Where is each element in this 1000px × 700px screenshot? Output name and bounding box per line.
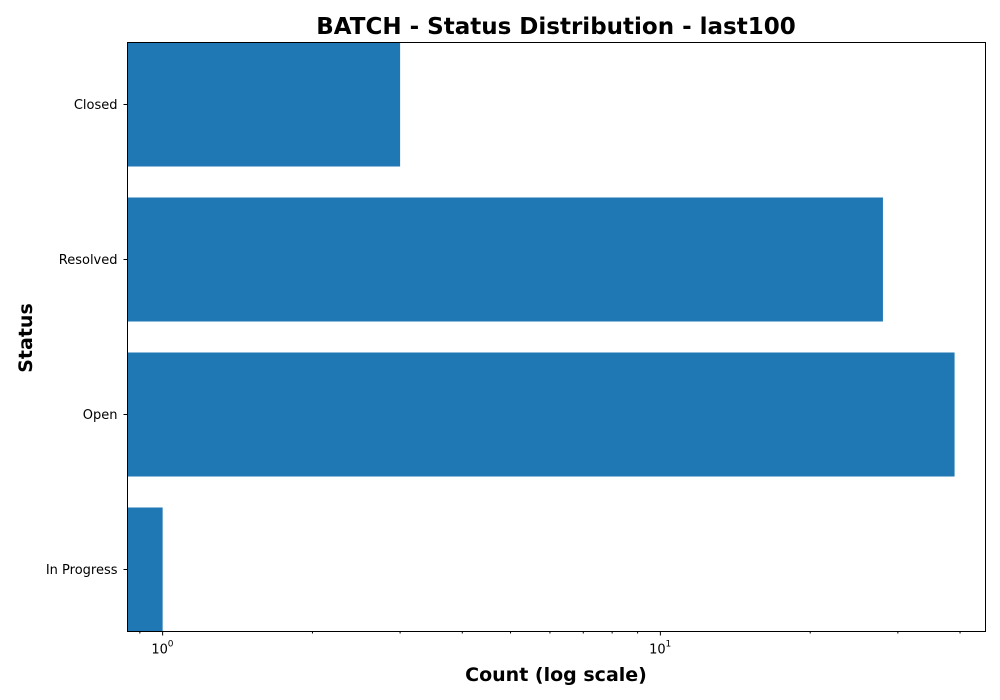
plot-frame — [127, 42, 986, 632]
y-axis-title: Status — [15, 303, 37, 373]
x-axis-title: Count (log scale) — [465, 664, 647, 686]
y-tick-label: In Progress — [46, 563, 118, 578]
x-tick-label-exponent: 0 — [168, 640, 174, 650]
bars-group — [127, 42, 955, 632]
bar-in-progress — [127, 507, 163, 632]
x-axis-ticks: 10 0 10 1 — [139, 631, 961, 658]
x-tick-label: 10 — [151, 643, 168, 658]
x-tick-label-exponent: 1 — [666, 640, 672, 650]
bar-open — [127, 352, 955, 477]
y-tick-label: Closed — [74, 98, 118, 113]
y-axis-ticks: In Progress Open Resolved Closed — [46, 98, 128, 578]
chart-title: BATCH - Status Distribution - last100 — [316, 14, 796, 40]
y-tick-label: Resolved — [59, 253, 118, 268]
bar-closed — [127, 42, 401, 167]
y-tick-label: Open — [83, 408, 118, 423]
x-tick-label: 10 — [649, 643, 666, 658]
bar-resolved — [127, 197, 883, 322]
